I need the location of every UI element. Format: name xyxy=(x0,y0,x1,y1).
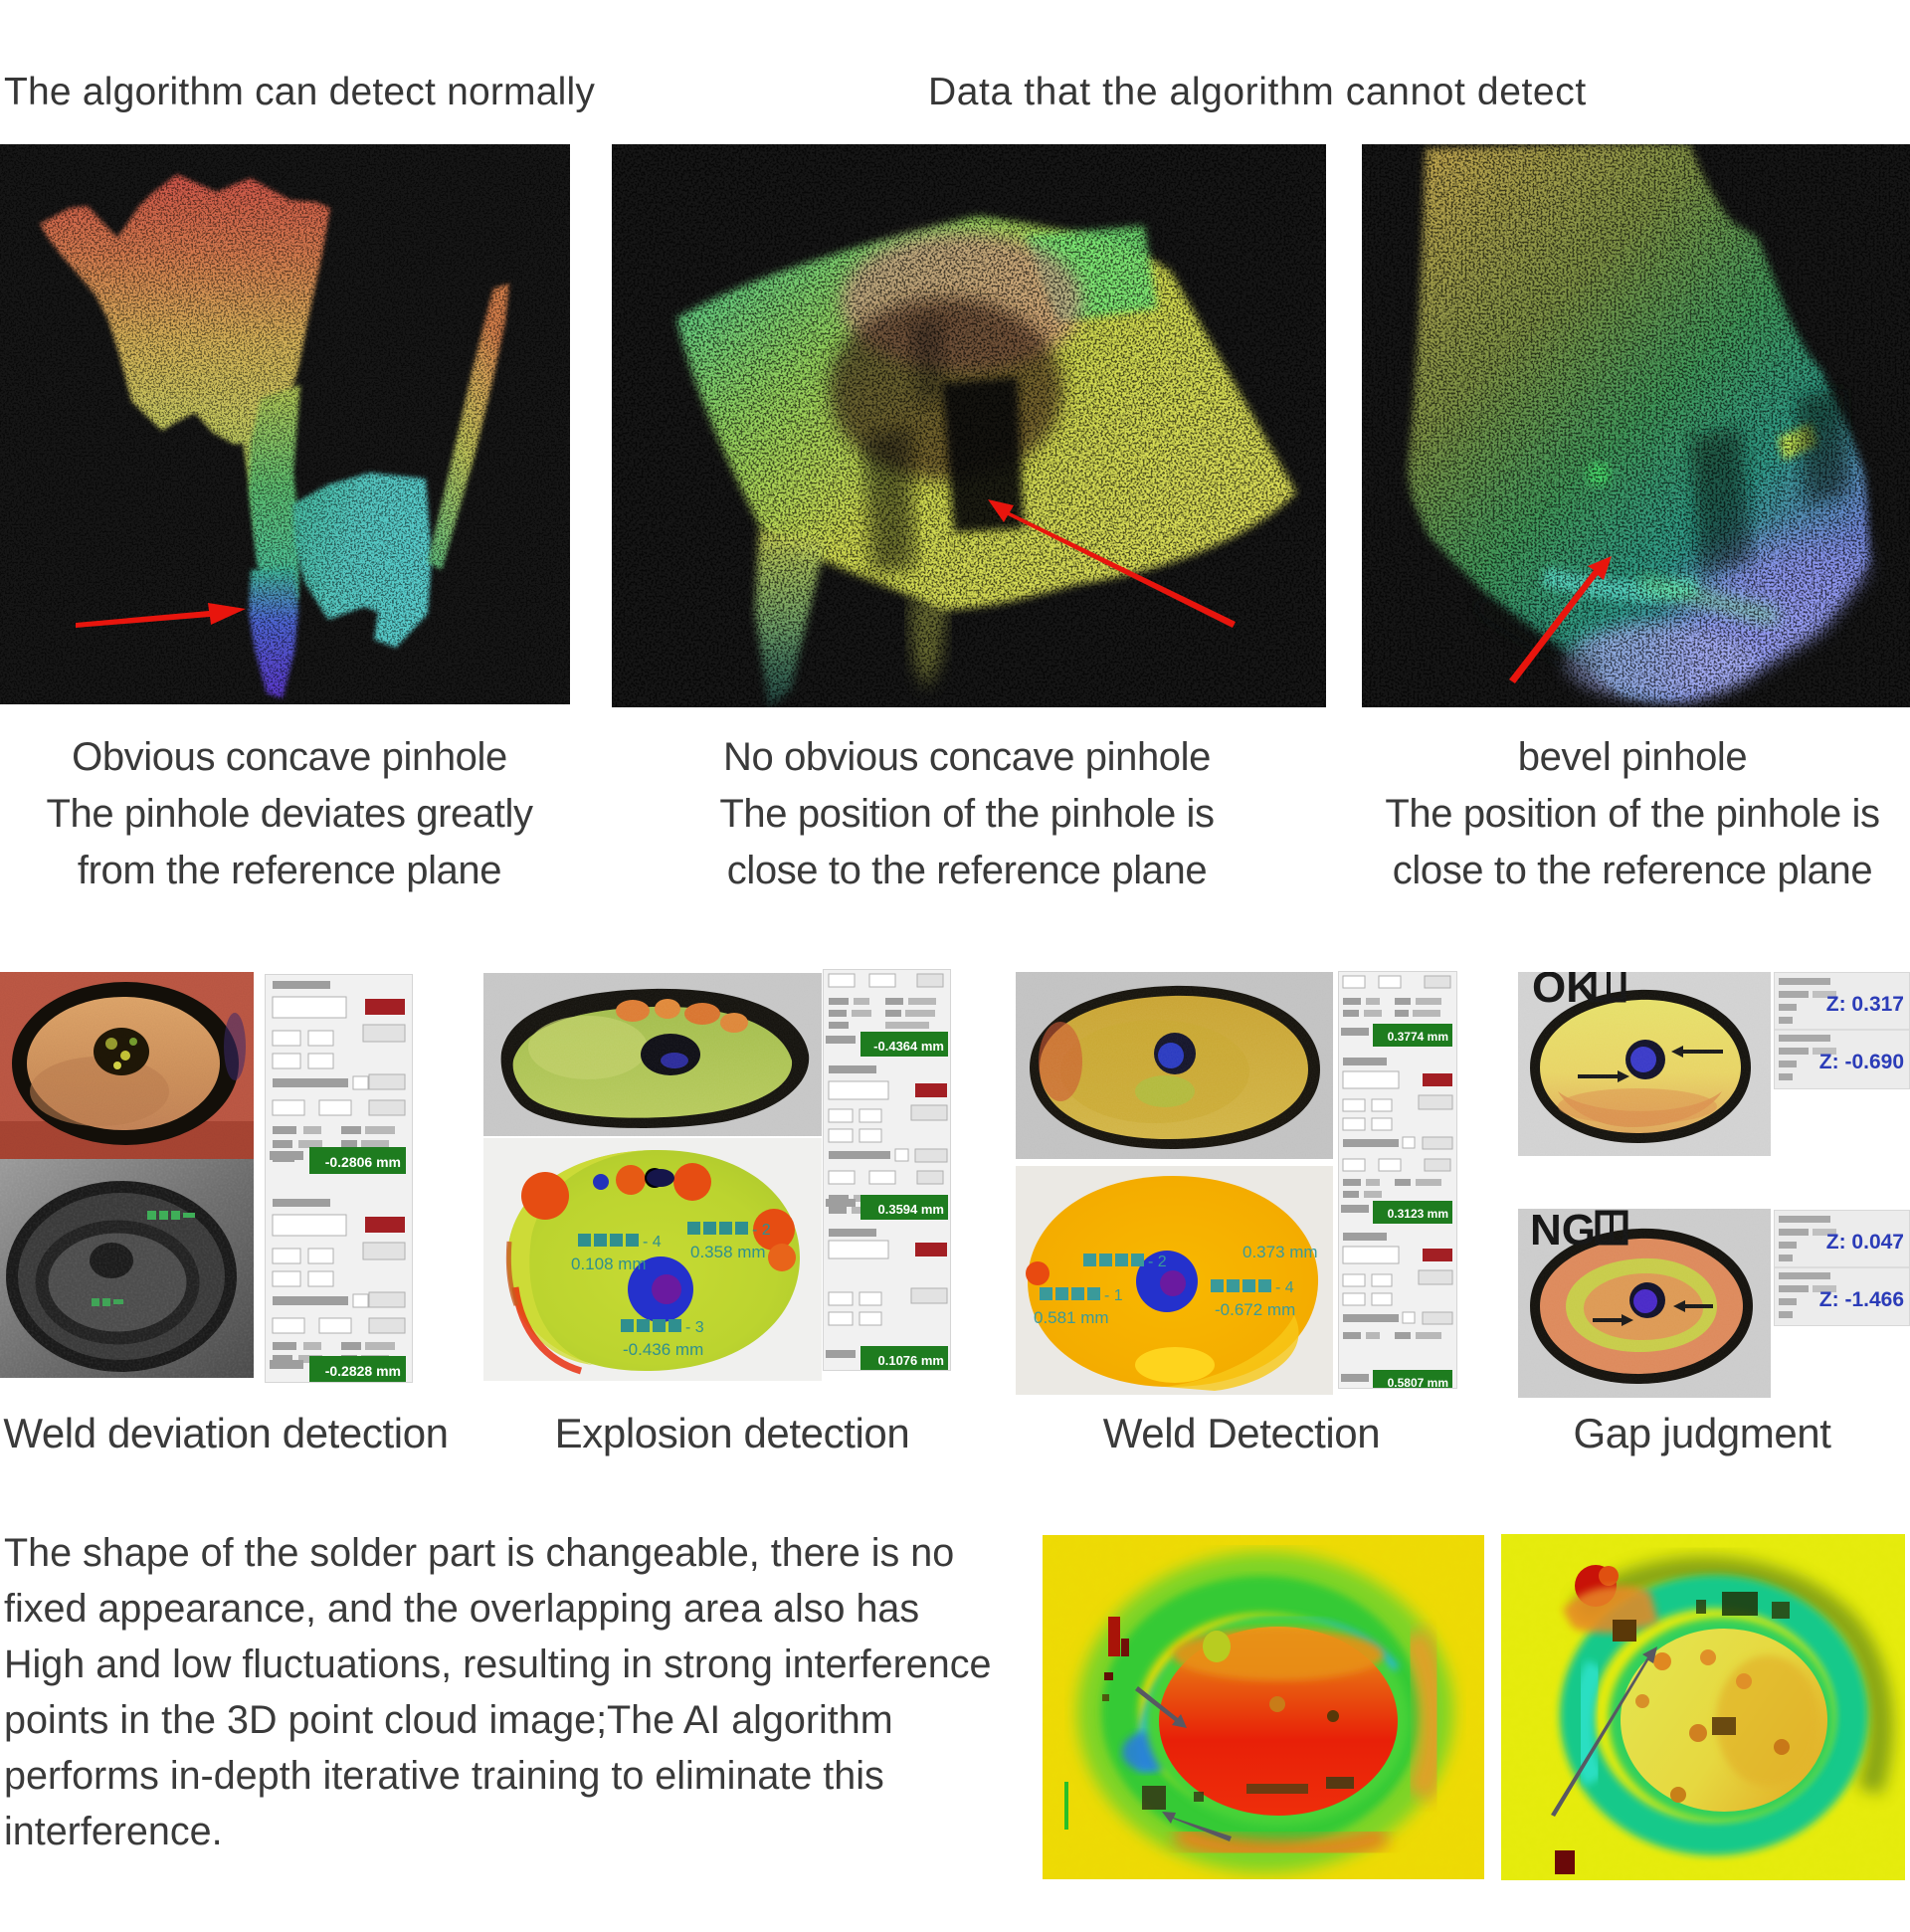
svg-text:-0.2806 mm: -0.2806 mm xyxy=(325,1154,401,1170)
svg-text:- 3: - 3 xyxy=(685,1319,704,1336)
svg-text:Z: 0.317: Z: 0.317 xyxy=(1826,993,1904,1016)
svg-text:0.373 mm: 0.373 mm xyxy=(1242,1243,1318,1261)
svg-text:0.1076 mm: 0.1076 mm xyxy=(878,1353,945,1368)
svg-text:-0.672 mm: -0.672 mm xyxy=(1215,1300,1295,1319)
svg-text:Z: -0.690: Z: -0.690 xyxy=(1819,1051,1904,1073)
svg-text:- 2: - 2 xyxy=(752,1222,771,1239)
svg-text:0.3774 mm: 0.3774 mm xyxy=(1388,1030,1448,1044)
svg-text:- 4: - 4 xyxy=(1275,1279,1294,1296)
svg-text:- 1: - 1 xyxy=(1104,1287,1123,1304)
svg-text:-0.4364 mm: -0.4364 mm xyxy=(873,1039,944,1054)
svg-text:-0.436 mm: -0.436 mm xyxy=(623,1340,703,1359)
svg-text:0.581 mm: 0.581 mm xyxy=(1034,1308,1109,1327)
svg-text:0.3123 mm: 0.3123 mm xyxy=(1388,1207,1448,1221)
svg-text:0.5807 mm: 0.5807 mm xyxy=(1388,1376,1448,1388)
svg-text:Z: 0.047: Z: 0.047 xyxy=(1826,1231,1904,1254)
svg-text:Z: -1.466: Z: -1.466 xyxy=(1819,1288,1904,1311)
svg-text:0.108 mm: 0.108 mm xyxy=(571,1255,647,1273)
svg-text:- 4: - 4 xyxy=(643,1234,662,1251)
svg-text:-0.2828 mm: -0.2828 mm xyxy=(325,1363,401,1379)
svg-text:0.358 mm: 0.358 mm xyxy=(690,1243,766,1261)
svg-text:- 2: - 2 xyxy=(1148,1254,1167,1270)
svg-text:0.3594 mm: 0.3594 mm xyxy=(878,1202,945,1217)
